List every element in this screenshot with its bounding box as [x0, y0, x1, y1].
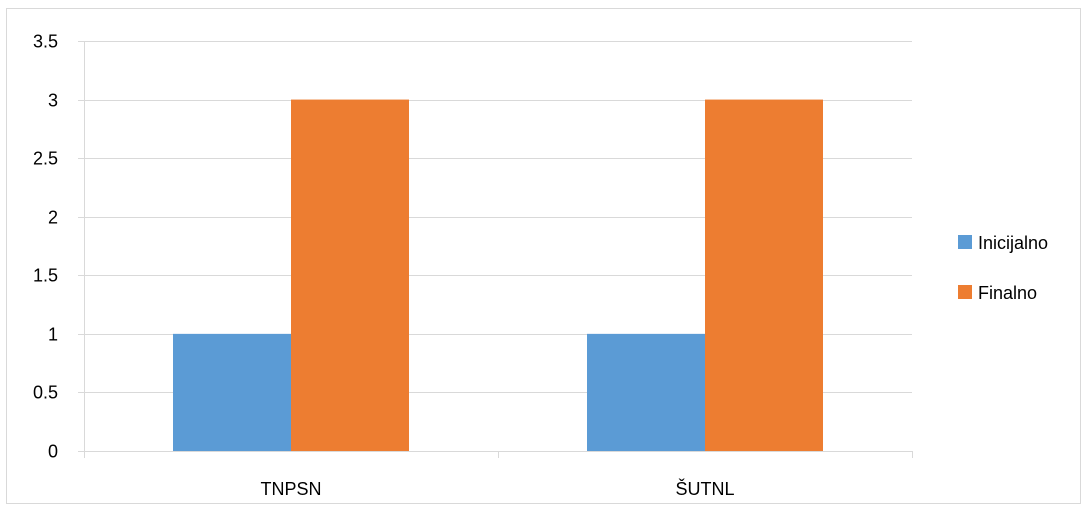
x-tick-label: TNPSN: [260, 479, 321, 499]
y-tick-label: 2.5: [33, 149, 58, 169]
y-tick-label: 0: [48, 442, 58, 462]
axes: [78, 41, 913, 458]
x-tick-label: ŠUTNL: [675, 478, 734, 499]
y-tick-label: 2: [48, 208, 58, 228]
bar-finalno-2: [705, 99, 823, 452]
y-tick-label: 1: [48, 325, 58, 345]
legend: Inicijalno Finalno: [958, 233, 1048, 303]
legend-label-inicijalno: Inicijalno: [978, 233, 1048, 253]
bar-inicijalno-2: [587, 333, 705, 451]
y-tick-label: 3: [48, 91, 58, 111]
y-tick-label: 3.5: [33, 32, 58, 52]
y-tick-label: 1.5: [33, 266, 58, 286]
y-tick-labels: 0 0.5 1 1.5 2 2.5 3 3.5: [33, 32, 58, 462]
legend-label-finalno: Finalno: [978, 283, 1037, 303]
y-tick-label: 0.5: [33, 383, 58, 403]
bar-inicijalno-1: [173, 333, 291, 451]
legend-swatch-inicijalno: [958, 235, 972, 249]
bars: [173, 99, 823, 452]
x-tick-labels: TNPSN ŠUTNL: [260, 478, 734, 499]
legend-swatch-finalno: [958, 285, 972, 299]
bar-finalno-1: [291, 99, 409, 452]
